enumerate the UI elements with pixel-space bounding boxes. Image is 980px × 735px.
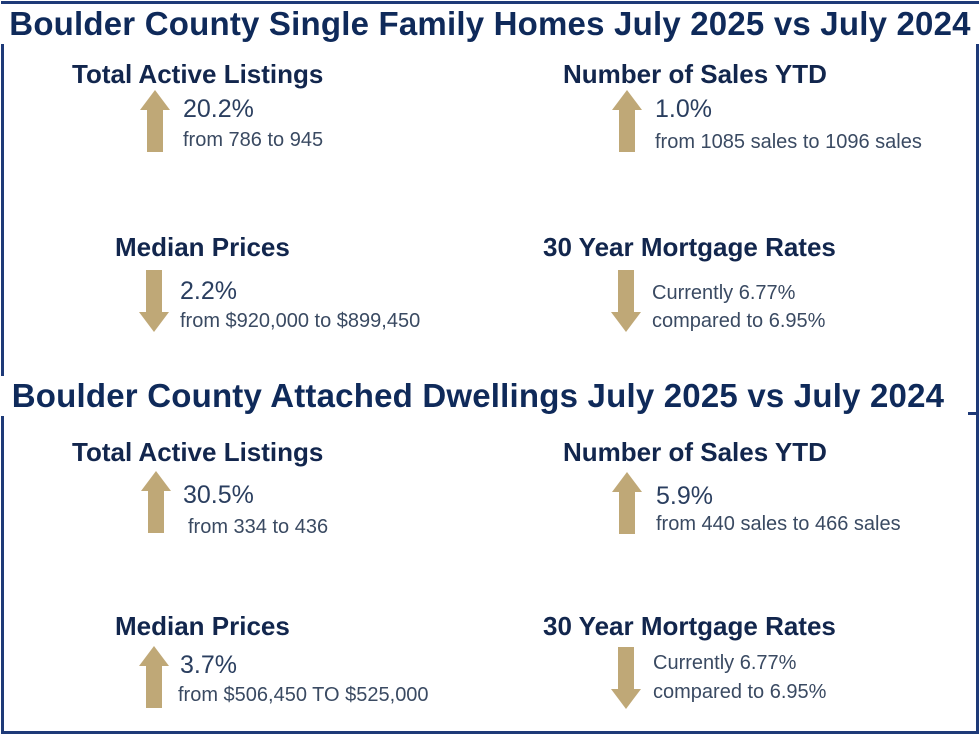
up-arrow-icon [139,646,169,708]
up-arrow-icon [141,471,171,533]
stat-percent: 1.0% [655,95,712,123]
stat-heading-median-prices: Median Prices [115,611,290,641]
stat-heading-sales-ytd: Number of Sales YTD [563,59,827,89]
up-arrow-icon [612,90,642,152]
stat-heading-sales-ytd: Number of Sales YTD [563,437,827,467]
stat-percent: 3.7% [180,651,237,679]
stat-heading-active-listings: Total Active Listings [72,59,324,89]
stat-detail: from 786 to 945 [183,129,324,151]
stat-detail: from 1085 sales to 1096 sales [655,131,922,153]
stat-percent: 2.2% [180,277,237,305]
mortgage-compared-rate: compared to 6.95% [653,681,827,703]
stat-detail: from $506,450 TO $525,000 [178,684,429,706]
stat-heading-active-listings: Total Active Listings [72,437,324,467]
mortgage-compared-rate: compared to 6.95% [652,310,826,332]
section-title-attached-dwellings: Boulder County Attached Dwellings July 2… [0,376,968,416]
down-arrow-icon [611,270,641,332]
section-title-single-family: Boulder County Single Family Homes July … [0,4,980,44]
up-arrow-icon [140,90,170,152]
stat-detail: from 440 sales to 466 sales [656,513,901,535]
stat-heading-mortgage-rates: 30 Year Mortgage Rates [543,611,836,641]
stat-detail: from 334 to 436 [188,516,329,538]
mortgage-current-rate: Currently 6.77% [653,652,797,674]
up-arrow-icon [612,472,642,534]
down-arrow-icon [139,270,169,332]
stat-percent: 5.9% [656,482,713,510]
stat-percent: 30.5% [183,481,254,509]
stat-percent: 20.2% [183,95,254,123]
stat-heading-median-prices: Median Prices [115,232,290,262]
down-arrow-icon [611,647,641,709]
stat-heading-mortgage-rates: 30 Year Mortgage Rates [543,232,836,262]
stat-detail: from $920,000 to $899,450 [180,310,421,332]
mortgage-current-rate: Currently 6.77% [652,282,796,304]
